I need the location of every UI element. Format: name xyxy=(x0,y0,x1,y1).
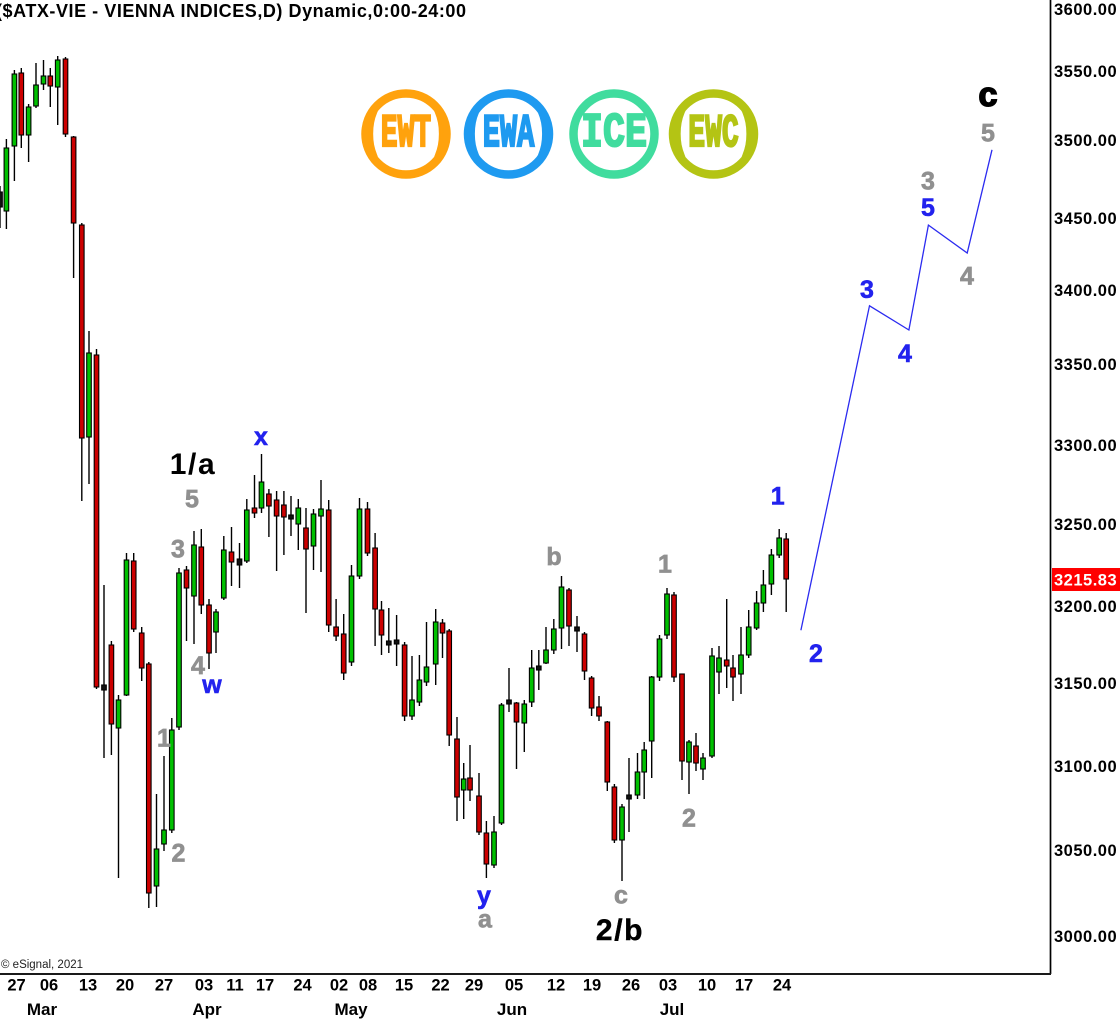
svg-text:x: x xyxy=(254,423,268,451)
svg-text:Jul: Jul xyxy=(660,1000,685,1019)
svg-text:3550.00: 3550.00 xyxy=(1054,63,1117,81)
svg-text:4: 4 xyxy=(960,263,974,291)
svg-text:w: w xyxy=(201,671,222,699)
svg-text:b: b xyxy=(546,543,561,571)
svg-text:1: 1 xyxy=(771,483,785,511)
svg-text:24: 24 xyxy=(773,977,792,995)
svg-text:($ATX-VIE - VIENNA INDICES,D): ($ATX-VIE - VIENNA INDICES,D) Dynamic,0:… xyxy=(0,1,467,21)
svg-text:2: 2 xyxy=(809,640,823,668)
svg-text:© eSignal, 2021: © eSignal, 2021 xyxy=(1,959,83,971)
svg-text:06: 06 xyxy=(40,977,58,995)
svg-text:11: 11 xyxy=(226,977,243,995)
svg-text:c: c xyxy=(979,76,998,114)
svg-text:(EWA): (EWA) xyxy=(466,108,552,160)
svg-text:27: 27 xyxy=(7,977,25,995)
svg-text:a: a xyxy=(478,906,493,934)
svg-text:3: 3 xyxy=(921,168,935,196)
svg-text:03: 03 xyxy=(659,977,677,995)
svg-text:1: 1 xyxy=(658,551,672,579)
svg-text:3: 3 xyxy=(860,276,874,304)
svg-text:1: 1 xyxy=(157,725,171,753)
svg-text:19: 19 xyxy=(583,977,601,995)
svg-text:3200.00: 3200.00 xyxy=(1054,598,1117,616)
svg-text:3000.00: 3000.00 xyxy=(1054,928,1117,946)
svg-text:3350.00: 3350.00 xyxy=(1054,356,1117,374)
svg-text:20: 20 xyxy=(116,977,134,995)
svg-text:2: 2 xyxy=(172,840,186,868)
svg-text:15: 15 xyxy=(395,977,413,995)
svg-text:13: 13 xyxy=(79,977,97,995)
svg-text:5: 5 xyxy=(921,194,935,222)
svg-text:3500.00: 3500.00 xyxy=(1054,132,1117,150)
svg-text:12: 12 xyxy=(547,977,565,995)
svg-text:3150.00: 3150.00 xyxy=(1054,675,1117,693)
svg-text:y: y xyxy=(477,882,491,910)
svg-text:3450.00: 3450.00 xyxy=(1054,210,1117,228)
svg-text:02: 02 xyxy=(330,977,348,995)
svg-text:3250.00: 3250.00 xyxy=(1054,516,1117,534)
svg-text:3400.00: 3400.00 xyxy=(1054,282,1117,300)
svg-text:Mar: Mar xyxy=(27,1000,58,1019)
svg-text:(EWT): (EWT) xyxy=(364,108,448,160)
svg-text:27: 27 xyxy=(155,977,173,995)
svg-text:3215.83: 3215.83 xyxy=(1054,572,1117,590)
svg-text:c: c xyxy=(614,882,628,910)
svg-text:26: 26 xyxy=(622,977,640,995)
svg-text:05: 05 xyxy=(505,977,523,995)
svg-text:5: 5 xyxy=(981,120,995,148)
svg-text:10: 10 xyxy=(698,977,716,995)
svg-text:2/b: 2/b xyxy=(596,914,644,947)
svg-text:08: 08 xyxy=(359,977,377,995)
svg-text:(EWC): (EWC) xyxy=(672,108,756,160)
svg-text:17: 17 xyxy=(735,977,753,995)
svg-text:3100.00: 3100.00 xyxy=(1054,758,1117,776)
svg-text:29: 29 xyxy=(465,977,483,995)
svg-text:4: 4 xyxy=(191,652,205,680)
svg-text:24: 24 xyxy=(293,977,312,995)
svg-text:3050.00: 3050.00 xyxy=(1054,842,1117,860)
svg-text:03: 03 xyxy=(195,977,213,995)
svg-text:2: 2 xyxy=(682,805,696,833)
svg-text:May: May xyxy=(334,1000,368,1019)
svg-text:5: 5 xyxy=(185,486,199,514)
svg-text:17: 17 xyxy=(256,977,274,995)
svg-text:4: 4 xyxy=(898,340,912,368)
svg-text:3300.00: 3300.00 xyxy=(1054,437,1117,455)
svg-text:Apr: Apr xyxy=(192,1000,222,1019)
svg-text:1/a: 1/a xyxy=(170,448,217,481)
svg-text:22: 22 xyxy=(431,977,449,995)
svg-text:ICE: ICE xyxy=(581,107,647,161)
svg-text:3: 3 xyxy=(171,536,185,564)
svg-text:3600.00: 3600.00 xyxy=(1054,1,1117,19)
svg-text:Jun: Jun xyxy=(497,1000,527,1019)
